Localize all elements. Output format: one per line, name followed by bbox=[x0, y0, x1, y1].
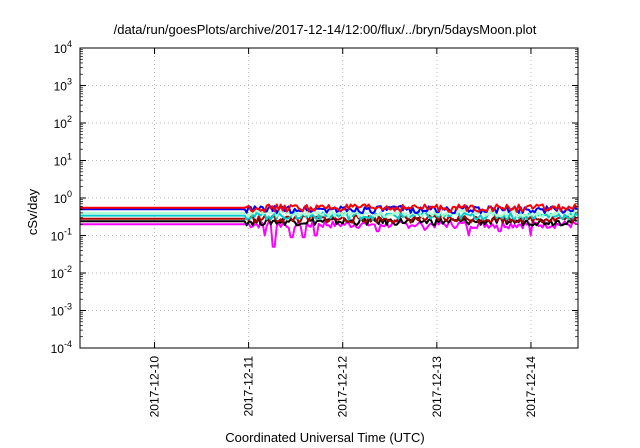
x-tick-label: 2017-12-13 bbox=[430, 356, 444, 418]
y-tick-label: 101 bbox=[54, 152, 72, 169]
y-tick-label: 10-1 bbox=[51, 227, 72, 244]
y-tick-label: 102 bbox=[54, 114, 72, 131]
x-tick-label: 2017-12-12 bbox=[336, 356, 350, 418]
grid bbox=[80, 48, 578, 348]
x-tick-label: 2017-12-14 bbox=[524, 356, 538, 418]
x-tick-label: 2017-12-10 bbox=[148, 356, 162, 418]
x-axis-label: Coordinated Universal Time (UTC) bbox=[225, 430, 424, 445]
y-tick-label: 100 bbox=[54, 189, 72, 206]
chart-title: /data/run/goesPlots/archive/2017-12-14/1… bbox=[114, 22, 537, 37]
y-tick-label: 10-2 bbox=[51, 264, 72, 281]
y-tick-label: 104 bbox=[54, 39, 72, 56]
series-line bbox=[80, 214, 578, 224]
series-line bbox=[80, 203, 578, 213]
y-axis-label: cSv/day bbox=[25, 188, 40, 235]
y-tick-label: 10-4 bbox=[51, 339, 72, 356]
ticks: 10-4 10-3 10-2 10-1 100 101 102 103 104 2017-12-1… bbox=[51, 39, 578, 417]
series-group bbox=[80, 203, 578, 248]
y-tick-label: 103 bbox=[54, 77, 72, 94]
y-tick-label: 10-3 bbox=[51, 302, 72, 319]
series-line bbox=[80, 208, 578, 218]
series-line bbox=[80, 220, 578, 248]
x-tick-label: 2017-12-11 bbox=[242, 356, 256, 417]
